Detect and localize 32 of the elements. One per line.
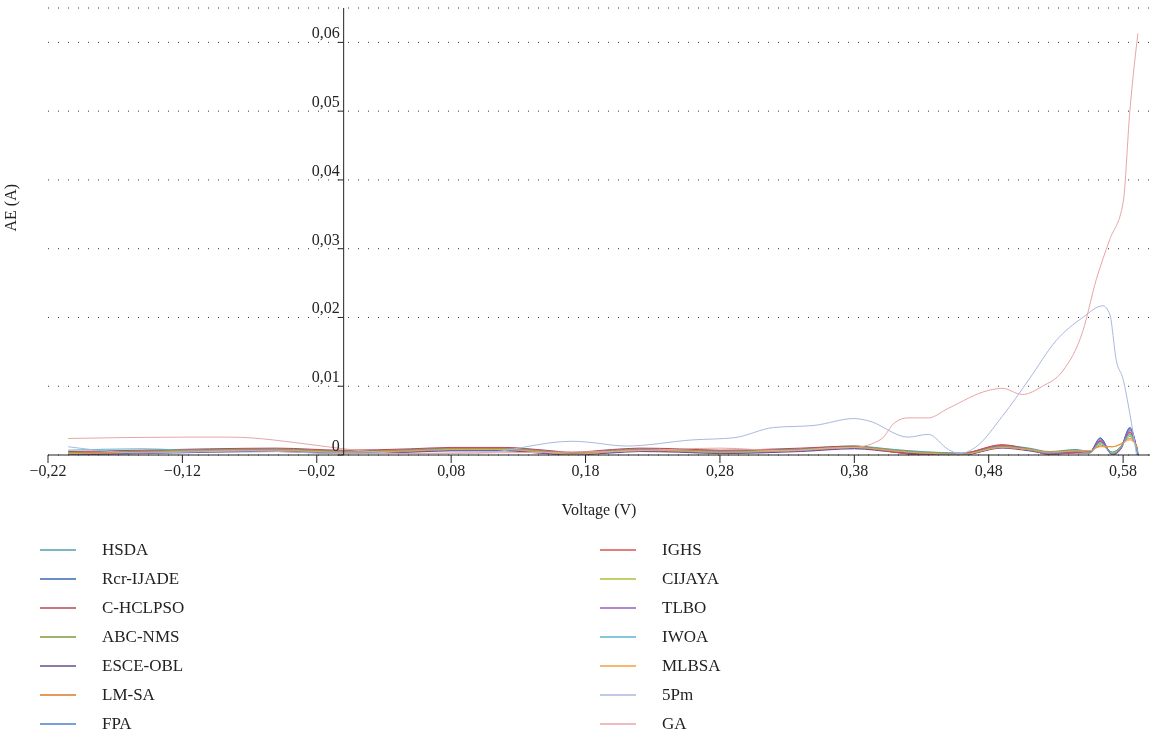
legend-label: CIJAYA xyxy=(662,568,720,589)
x-tick-label: 0,48 xyxy=(974,462,1003,480)
y-tick-label: 0,03 xyxy=(311,230,340,248)
x-tick-label: −0,22 xyxy=(29,462,67,480)
legend-label: LM-SA xyxy=(102,684,155,705)
legend-label: FPA xyxy=(102,713,132,734)
legend-label: C-HCLPSO xyxy=(102,597,185,618)
y-axis-title: AE (A) xyxy=(1,183,20,232)
legend-label: HSDA xyxy=(102,539,149,560)
legend-label: 5Pm xyxy=(662,684,694,705)
legend-label: ESCE-OBL xyxy=(102,655,184,676)
y-tick-label: 0,06 xyxy=(311,24,340,42)
x-tick-label: 0,58 xyxy=(1109,462,1138,480)
x-tick-label: 0,28 xyxy=(705,462,734,480)
x-tick-label: −0,02 xyxy=(298,462,336,480)
y-tick-label: 0,04 xyxy=(311,161,340,179)
legend-label: IGHS xyxy=(662,539,702,560)
y-tick-label: 0 xyxy=(331,437,340,454)
legend-label: GA xyxy=(662,713,687,734)
x-tick-label: 0,18 xyxy=(571,462,600,480)
legend-label: IWOA xyxy=(662,626,709,647)
y-tick-label: 0,01 xyxy=(311,368,340,386)
legend-label: Rcr-IJADE xyxy=(102,568,180,589)
x-tick-label: 0,08 xyxy=(437,462,466,480)
x-tick-label: −0,12 xyxy=(163,462,201,480)
legend-label: MLBSA xyxy=(662,655,721,676)
y-tick-label: 0,02 xyxy=(311,299,340,317)
x-tick-label: 0,38 xyxy=(840,462,869,480)
legend-label: TLBO xyxy=(662,597,707,618)
legend-label: ABC-NMS xyxy=(102,626,180,647)
x-axis-title: Voltage (V) xyxy=(561,501,637,519)
y-tick-label: 0,05 xyxy=(311,93,340,111)
